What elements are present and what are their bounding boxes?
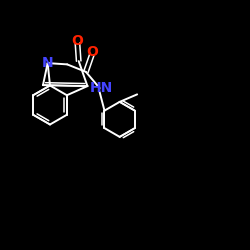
Text: O: O bbox=[86, 45, 98, 59]
Text: N: N bbox=[42, 56, 54, 70]
Text: HN: HN bbox=[89, 81, 112, 95]
Text: O: O bbox=[72, 34, 84, 48]
